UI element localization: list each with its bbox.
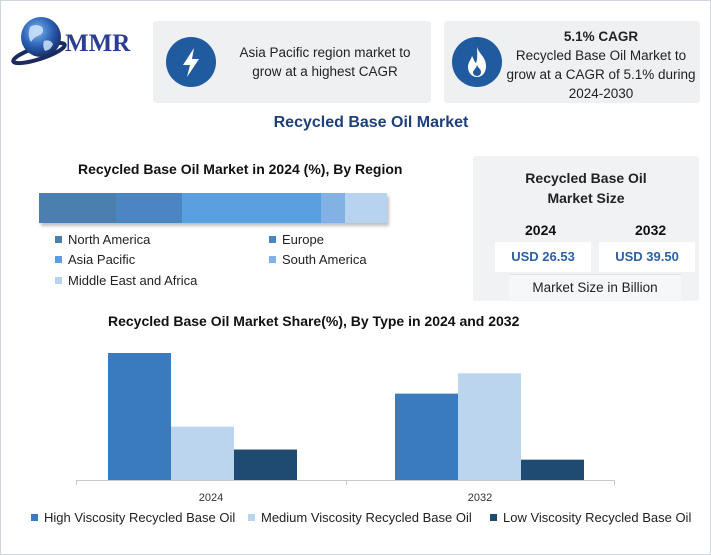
legend-asia-pacific: Asia Pacific [55, 252, 135, 267]
lightning-bolt-icon [166, 37, 216, 87]
legend-low-viscosity: Low Viscosity Recycled Base Oil [490, 510, 691, 525]
flame-icon [452, 37, 502, 87]
bar-2032-high-viscosity [395, 393, 458, 480]
legend-label: South America [282, 252, 367, 267]
x-tick-label-2024: 2024 [199, 492, 223, 504]
legend-swatch [55, 277, 62, 284]
legend-label: Europe [282, 232, 324, 247]
type-bar-chart: 2024 2032 [76, 353, 615, 504]
market-size-title-text: Recycled Base Oil Market Size [525, 170, 647, 206]
region-bar-segment-middle-east-and-africa [345, 193, 387, 223]
legend-label: Low Viscosity Recycled Base Oil [503, 510, 692, 525]
market-size-panel: Recycled Base Oil Market Size 2024 2032 … [473, 156, 699, 301]
legend-swatch [55, 256, 62, 263]
legend-label: Asia Pacific [68, 252, 136, 267]
market-size-title: Recycled Base Oil Market Size [473, 168, 699, 208]
mmr-logo [11, 17, 67, 66]
legend-swatch [269, 256, 276, 263]
legend-high-viscosity: High Viscosity Recycled Base Oil [31, 510, 235, 525]
legend-swatch [55, 236, 62, 243]
legend-swatch [490, 514, 497, 521]
market-size-2032-value: USD 39.50 [599, 242, 695, 272]
year-2024-label: 2024 [525, 222, 557, 238]
legend-swatch [269, 236, 276, 243]
legend-label: Medium Viscosity Recycled Base Oil [261, 510, 472, 525]
type-chart-title: Recycled Base Oil Market Share(%), By Ty… [108, 313, 520, 329]
legend-label: North America [68, 232, 151, 247]
year-2032-label: 2032 [635, 222, 667, 238]
region-bar-segment-north-america [39, 193, 116, 223]
legend-north-america: North America [55, 232, 150, 247]
region-bar-segment-asia-pacific [181, 193, 321, 223]
bar-2032-medium-viscosity [458, 373, 521, 480]
legend-swatch [31, 514, 38, 521]
cagr-description: Recycled Base Oil Market to grow at a CA… [506, 48, 696, 101]
region-stacked-bar [39, 193, 387, 223]
region-chart-title: Recycled Base Oil Market in 2024 (%), By… [78, 161, 403, 177]
cagr-headline: 5.1% CAGR [563, 29, 639, 44]
legend-swatch [248, 514, 255, 521]
market-size-unit-note: Market Size in Billion [509, 274, 681, 300]
cagr-text-block: 5.1% CAGR Recycled Base Oil Market to gr… [506, 27, 696, 103]
bar-2024-high-viscosity [108, 353, 171, 480]
bar-2024-low-viscosity [234, 449, 297, 480]
legend-middle-east-africa: Middle East and Africa [55, 273, 197, 288]
bar-2024-medium-viscosity [171, 426, 234, 480]
bar-2032-low-viscosity [521, 459, 584, 480]
legend-label: High Viscosity Recycled Base Oil [44, 510, 236, 525]
legend-medium-viscosity: Medium Viscosity Recycled Base Oil [248, 510, 472, 525]
region-growth-text: Asia Pacific region market to grow at a … [239, 45, 411, 79]
market-size-2024-value: USD 26.53 [495, 242, 591, 272]
region-bar-segment-europe [115, 193, 182, 223]
region-growth-card: Asia Pacific region market to grow at a … [153, 21, 431, 103]
legend-label: Middle East and Africa [68, 273, 198, 288]
legend-south-america: South America [269, 252, 367, 267]
logo-text: MMR [65, 30, 131, 57]
legend-europe: Europe [269, 232, 324, 247]
region-bar-segment-south-america [320, 193, 346, 223]
x-tick-label-2032: 2032 [468, 492, 492, 504]
cagr-card: 5.1% CAGR Recycled Base Oil Market to gr… [444, 21, 700, 103]
main-title: Recycled Base Oil Market [273, 114, 469, 131]
